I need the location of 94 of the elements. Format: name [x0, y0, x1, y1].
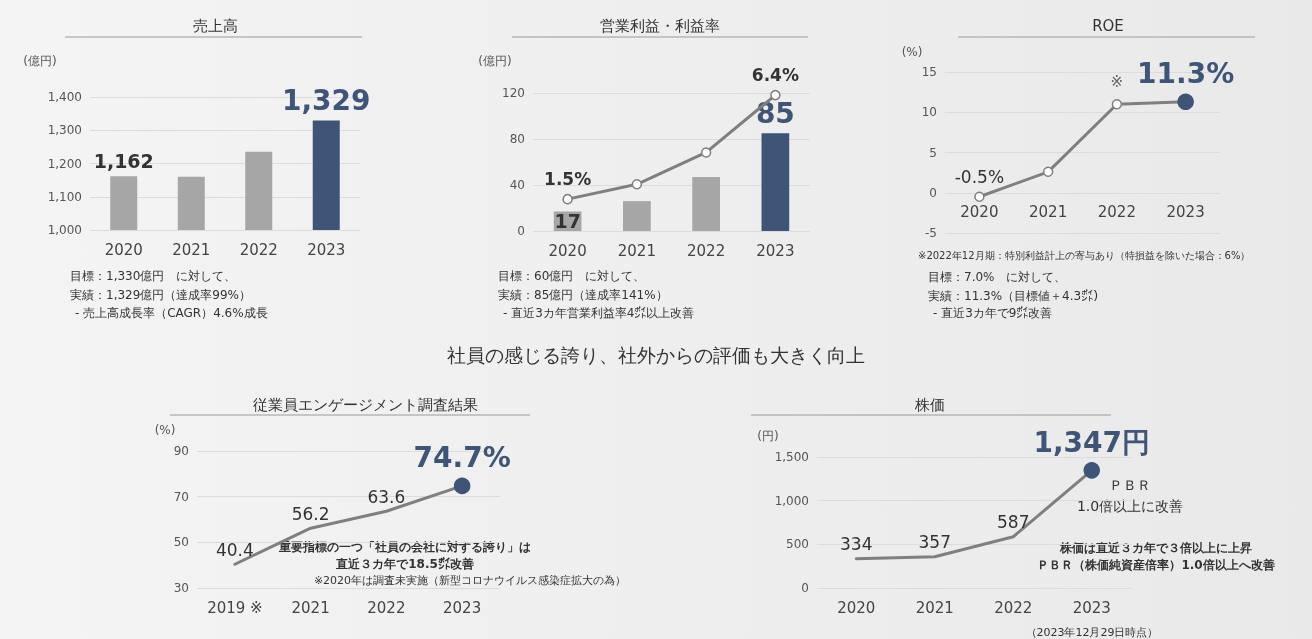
point [562, 193, 573, 205]
data-label: 1,162 [93, 149, 154, 172]
x-tick-label: 2023 [1072, 598, 1111, 617]
y-tick-label: 1,100 [47, 189, 82, 204]
point [1111, 98, 1123, 110]
chart-title: 株価 [914, 395, 945, 414]
point [770, 89, 781, 101]
y-axis-title: (%) [901, 45, 923, 59]
y-tick-label: 1,200 [47, 156, 82, 171]
text: （2023年12月29日時点） [1025, 626, 1159, 639]
x-tick-label: 2022 [367, 598, 406, 617]
x-tick-label: 2022 [687, 241, 726, 260]
text: 目標：60億円 に対して、 [498, 269, 646, 283]
text: 実績：11.3%（目標値＋4.3㌽） [928, 289, 1106, 303]
text: - 直近3カ年で9㌽改善 [933, 306, 1053, 320]
annotation: ※ [1110, 72, 1124, 91]
data-label: 40.4 [215, 539, 254, 560]
point [631, 179, 643, 190]
y-tick-label: 50 [173, 535, 189, 550]
x-tick-label: 2021 [617, 241, 656, 260]
x-tick-label: 2023 [756, 241, 795, 260]
y-tick-label: 80 [509, 132, 525, 146]
y-tick-label: 5 [929, 145, 937, 160]
chart-title: 従業員エンゲージメント調査結果 [252, 395, 478, 414]
y-tick-label: -5 [925, 226, 937, 240]
x-tick-label: 2021 [1029, 203, 1068, 222]
x-tick-label: 2022 [1097, 203, 1136, 222]
text: - 直近3カ年営業利益率4㌽以上改善 [503, 306, 695, 320]
y-tick-label: 500 [786, 537, 809, 552]
data-label: 1,347円 [1033, 425, 1151, 459]
data-label: 11.3% [1137, 57, 1235, 91]
text: 実績：1,329億円（達成率99%） [70, 288, 252, 302]
y-tick-label: 0 [517, 224, 525, 238]
y-tick-label: 1,000 [47, 223, 82, 237]
y-tick-label: 15 [921, 65, 937, 79]
data-label: 6.4% [751, 65, 799, 86]
x-tick-label: 2019 ※ [207, 598, 263, 617]
data-label: 587 [997, 512, 1030, 533]
data-label: 56.2 [291, 503, 330, 524]
x-tick-label: 2020 [837, 598, 876, 617]
text: 目標：7.0% に対して、 [928, 270, 1067, 284]
x-tick-label: 2020 [960, 203, 999, 222]
text: 目標：1,330億円 に対して、 [70, 269, 237, 283]
point [974, 191, 985, 203]
point [700, 147, 712, 158]
x-tick-label: 2021 [172, 240, 211, 259]
annotation: ※2020年は調査未実施（新型コロナウイルス感染症拡大の為） [313, 574, 627, 587]
text: - 売上高成長率（CAGR）4.6%成長 [75, 306, 268, 320]
y-tick-label: 0 [929, 185, 937, 200]
bar [692, 176, 720, 231]
chart-title: 売上高 [192, 16, 238, 35]
data-label: 63.6 [367, 486, 406, 507]
y-tick-label: 120 [502, 86, 525, 100]
data-label: 1.5% [544, 169, 592, 190]
y-tick-label: 0 [801, 581, 809, 595]
y-tick-label: 1,400 [47, 90, 82, 104]
data-label: 17 [554, 210, 581, 233]
data-label: 74.7% [413, 441, 511, 475]
chart-title: ROE [1092, 16, 1124, 35]
y-axis-title: (%) [154, 423, 176, 437]
y-axis-title: (億円) [478, 54, 512, 68]
bar [761, 133, 790, 231]
y-tick-label: 1,000 [774, 493, 809, 508]
bar [623, 201, 651, 231]
annotation: 直近３カ年で18.5㌽改善 [335, 557, 474, 571]
x-tick-label: 2020 [548, 241, 587, 260]
data-label: 334 [840, 534, 873, 555]
y-tick-label: 90 [173, 444, 189, 458]
y-tick-label: 10 [921, 105, 937, 120]
y-tick-label: 1,500 [774, 450, 809, 464]
x-tick-label: 2020 [104, 240, 143, 259]
x-tick-label: 2022 [239, 240, 278, 259]
x-tick-label: 2021 [915, 598, 954, 617]
y-axis-title: (億円) [23, 54, 57, 68]
y-axis-title: (円) [757, 429, 779, 443]
text: 社員の感じる誇り、社外からの評価も大きく向上 [447, 343, 865, 368]
x-tick-label: 2022 [994, 598, 1033, 617]
data-label: 357 [918, 532, 951, 553]
x-tick-label: 2021 [291, 598, 330, 617]
data-label: 1,329 [281, 84, 371, 118]
y-tick-label: 70 [173, 489, 189, 504]
x-tick-label: 2023 [1166, 203, 1205, 222]
x-tick-label: 2023 [307, 240, 346, 259]
annotation: ＰＢＲ（株価純資産倍率）1.0倍以上へ改善 [1037, 558, 1275, 572]
chart-title: 営業利益・利益率 [600, 16, 720, 35]
y-tick-label: 1,300 [47, 123, 82, 138]
annotation: ＰＢＲ [1109, 477, 1151, 493]
y-tick-label: 40 [509, 178, 525, 192]
point [1042, 166, 1054, 178]
y-tick-label: 30 [173, 581, 189, 595]
data-label: -0.5% [954, 167, 1005, 188]
text: ※2022年12月期：特別利益計上の寄与あり（特損益を除いた場合：6%） [918, 249, 1251, 261]
text: 実績：85億円（達成率141%） [498, 288, 668, 302]
x-tick-label: 2023 [443, 598, 482, 617]
